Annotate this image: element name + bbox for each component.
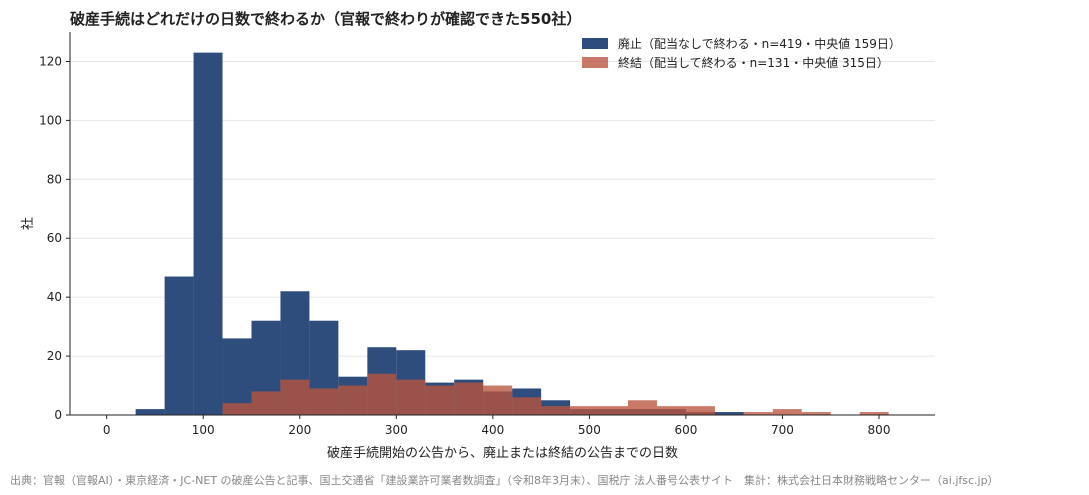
- y-tick-label: 100: [39, 113, 62, 127]
- y-tick-label: 0: [54, 408, 62, 422]
- legend-label: 廃止（配当なしで終わる・n=419・中央値 159日）: [618, 36, 901, 51]
- histogram-bar-series-2: [599, 406, 629, 415]
- grid-lines: [70, 60, 935, 357]
- x-tick-label: 500: [578, 423, 601, 437]
- histogram-bar-series-2: [309, 388, 339, 415]
- histogram-bar-series-1: [222, 338, 252, 415]
- histogram-bar-series-2: [743, 412, 773, 415]
- x-tick-label: 300: [385, 423, 408, 437]
- y-tick-label: 60: [47, 231, 62, 245]
- histogram-bar-series-2: [656, 406, 686, 415]
- x-axis-label: 破産手続開始の公告から、廃止または終結の公告までの日数: [327, 445, 678, 461]
- x-tick-label: 700: [771, 423, 794, 437]
- histogram-bar-series-2: [512, 397, 542, 415]
- x-tick-label: 800: [868, 423, 891, 437]
- x-tick-label: 400: [481, 423, 504, 437]
- y-tick-label: 20: [47, 349, 62, 363]
- legend-swatch: [582, 38, 608, 49]
- x-tick-label: 200: [288, 423, 311, 437]
- histogram-chart: 0 100 200 300 400 500 600 700 800 0 20 40 60 80 100 120…: [20, 32, 935, 461]
- y-tick-label: 40: [47, 290, 62, 304]
- x-tick-label: 0: [103, 423, 111, 437]
- histogram-bar-series-2: [801, 412, 831, 415]
- legend: 廃止（配当なしで終わる・n=419・中央値 159日） 終結（配当して終わる・n=…: [582, 36, 901, 70]
- histogram-bar-series-1: [135, 409, 165, 415]
- y-tick-label: 80: [47, 172, 62, 186]
- histogram-bar-series-2: [396, 379, 426, 415]
- histogram-bar-series-2: [222, 403, 252, 415]
- y-axis-label: 社: [20, 217, 36, 230]
- histogram-bar-series-2: [483, 385, 513, 415]
- legend-swatch: [582, 57, 608, 68]
- histogram-bar-series-2: [541, 406, 571, 415]
- chart-title: 破産手続はどれだけの日数で終わるか（官報で終わりが確認できた550社）: [70, 10, 582, 28]
- histogram-bar-series-2: [685, 406, 715, 415]
- histogram-bar-series-2: [859, 412, 889, 415]
- histogram-bar-series-2: [338, 385, 368, 415]
- x-tick-label: 100: [192, 423, 215, 437]
- histogram-bar-series-2: [425, 385, 455, 415]
- histogram-bar-series-2: [280, 379, 310, 415]
- histogram-bar-series-2: [772, 409, 802, 415]
- histogram-bars: [135, 52, 889, 415]
- histogram-bar-series-2: [628, 400, 657, 415]
- source-footer: 出典：官報（官報AI）・東京経済・JC-NET の破産公告と記事、国土交通省「建…: [10, 474, 999, 487]
- histogram-bar-series-1: [193, 52, 223, 415]
- histogram-bar-series-2: [367, 373, 397, 415]
- axes: 0 100 200 300 400 500 600 700 800 0 20 40 60 80 100 120…: [20, 32, 935, 461]
- histogram-bar-series-2: [570, 406, 600, 415]
- y-tick-label: 120: [39, 54, 62, 68]
- histogram-bar-series-1: [714, 412, 744, 415]
- histogram-bar-series-1: [164, 276, 194, 415]
- histogram-bar-series-2: [454, 382, 484, 415]
- legend-label: 終結（配当して終わる・n=131・中央値 315日）: [618, 55, 889, 70]
- x-tick-label: 600: [674, 423, 697, 437]
- histogram-bar-series-2: [251, 391, 281, 415]
